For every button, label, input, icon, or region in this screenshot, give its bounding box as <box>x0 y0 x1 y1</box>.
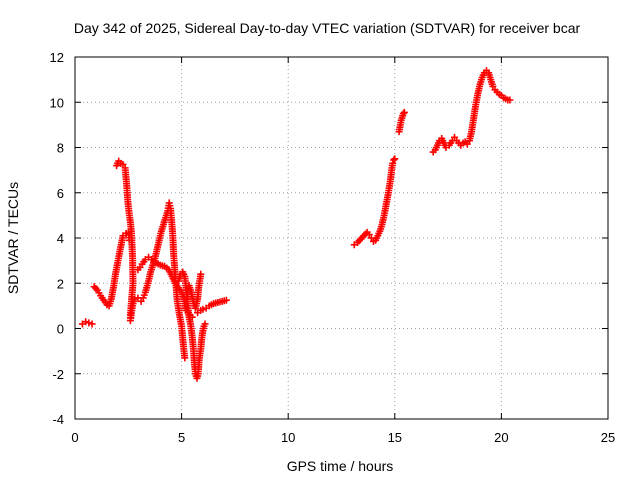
data-point <box>181 354 189 362</box>
plot-frame <box>74 56 609 420</box>
data-point <box>201 320 209 328</box>
chart-title: Day 342 of 2025, Sidereal Day-to-day VTE… <box>74 20 581 36</box>
x-tick-label: 15 <box>388 430 402 445</box>
y-axis-label: SDTVAR / TECUs <box>5 182 21 294</box>
x-tick-label: 25 <box>601 430 615 445</box>
data-point <box>199 305 207 313</box>
data-point <box>82 318 90 326</box>
data-point <box>85 319 93 327</box>
data-point <box>88 320 96 328</box>
x-tick-label: 0 <box>71 430 78 445</box>
y-tick-label: -2 <box>52 367 64 382</box>
data-points <box>78 67 514 382</box>
data-point <box>506 96 514 104</box>
y-tick-label: 0 <box>57 322 64 337</box>
y-tick-label: 10 <box>50 95 64 110</box>
data-point <box>389 159 397 167</box>
data-point <box>131 295 139 303</box>
data-point <box>391 155 399 163</box>
x-axis-label: GPS time / hours <box>287 458 394 474</box>
y-tick-label: 2 <box>57 276 64 291</box>
ticks: 0 5 10 15 20 25 -4 -2 0 2 4 6 8 10 12 <box>50 50 616 445</box>
x-tick-label: 5 <box>178 430 185 445</box>
y-tick-label: 12 <box>50 50 64 65</box>
y-tick-label: 8 <box>57 141 64 156</box>
data-point <box>222 296 230 304</box>
data-point <box>197 270 205 278</box>
y-tick-label: -4 <box>52 412 64 427</box>
x-tick-label: 10 <box>281 430 295 445</box>
data-point <box>390 156 398 164</box>
y-tick-label: 6 <box>57 186 64 201</box>
y-tick-label: 4 <box>57 231 64 246</box>
data-point <box>399 110 407 118</box>
x-tick-label: 20 <box>494 430 508 445</box>
grid <box>75 57 608 419</box>
data-point <box>400 108 408 116</box>
